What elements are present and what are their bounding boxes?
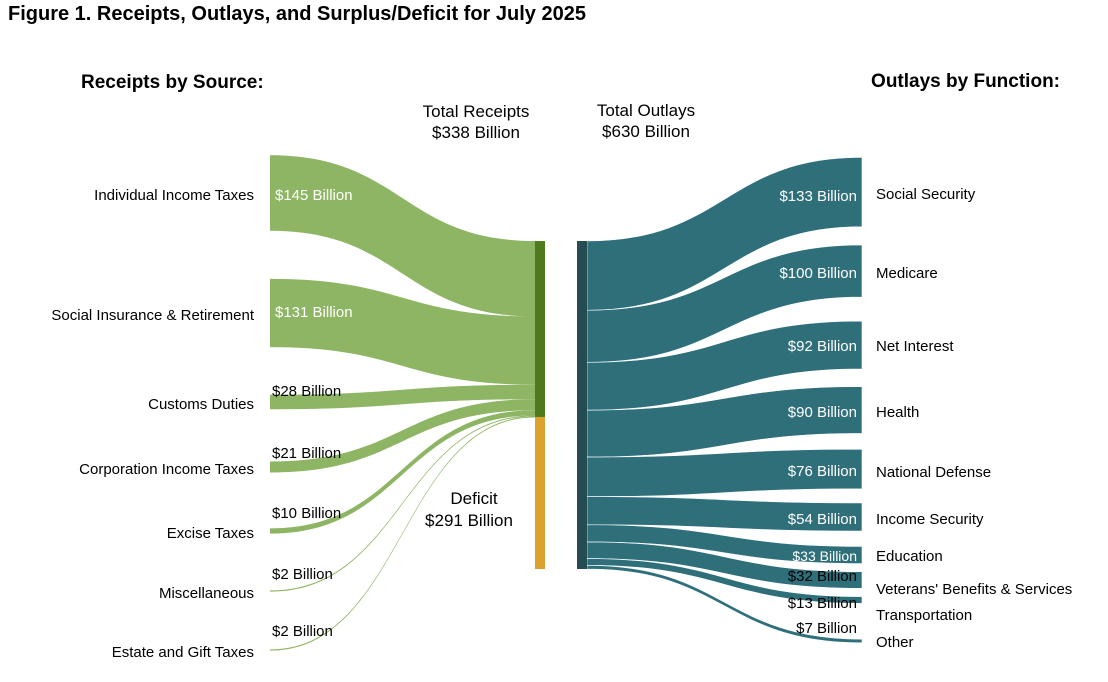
outlay-label-net-interest: Net Interest bbox=[876, 338, 954, 355]
total-outlays-label: Total Outlays bbox=[597, 101, 695, 120]
receipt-value-customs-duties: $28 Billion bbox=[272, 383, 341, 400]
total-receipts-bar bbox=[535, 241, 545, 417]
outlay-label-health: Health bbox=[876, 404, 919, 421]
outlay-label-national-defense: National Defense bbox=[876, 464, 991, 481]
flow-miscellaneous bbox=[270, 415, 535, 592]
receipt-label-estate-and-gift-taxes: Estate and Gift Taxes bbox=[112, 644, 254, 661]
deficit-value: $291 Billion bbox=[425, 511, 513, 530]
receipt-value-estate-and-gift-taxes: $2 Billion bbox=[272, 623, 333, 640]
flow-estate-and-gift-taxes bbox=[270, 416, 535, 651]
flow-income-security bbox=[586, 496, 863, 532]
flow-veterans-benefits-services bbox=[586, 541, 863, 589]
receipt-label-customs-duties: Customs Duties bbox=[148, 396, 254, 413]
outlay-value-transportation: $13 Billion bbox=[788, 595, 857, 612]
outlay-label-veterans-benefits-services: Veterans' Benefits & Services bbox=[876, 581, 1072, 598]
outlay-value-medicare: $100 Billion bbox=[779, 265, 857, 282]
outlay-value-income-security: $54 Billion bbox=[788, 511, 857, 528]
outlay-value-net-interest: $92 Billion bbox=[788, 338, 857, 355]
receipt-value-individual-income-taxes: $145 Billion bbox=[275, 187, 353, 204]
outlay-value-other: $7 Billion bbox=[796, 620, 857, 637]
flow-transportation bbox=[586, 558, 863, 604]
deficit-label: Deficit bbox=[450, 489, 498, 508]
outlay-value-education: $33 Billion bbox=[792, 548, 857, 564]
flow-medicare bbox=[586, 244, 863, 363]
outlay-value-national-defense: $76 Billion bbox=[788, 463, 857, 480]
chart-labels: Individual Income Taxes $145 Billion Socia… bbox=[51, 186, 1072, 661]
flow-education bbox=[586, 524, 863, 564]
outlay-label-education: Education bbox=[876, 548, 943, 565]
outlay-value-veterans-benefits-services: $32 Billion bbox=[788, 568, 857, 585]
total-receipts-value: $338 Billion bbox=[432, 123, 520, 142]
receipt-label-individual-income-taxes: Individual Income Taxes bbox=[94, 187, 254, 204]
flow-excise-taxes bbox=[270, 410, 535, 534]
total-receipts-label: Total Receipts bbox=[423, 102, 530, 121]
total-outlays-value: $630 Billion bbox=[602, 122, 690, 141]
outlays-header: Outlays by Function: bbox=[871, 71, 1060, 92]
total-bars bbox=[535, 241, 587, 569]
flow-health bbox=[586, 386, 863, 458]
outlay-label-medicare: Medicare bbox=[876, 265, 938, 282]
receipt-label-miscellaneous: Miscellaneous bbox=[159, 585, 254, 602]
receipt-flows bbox=[270, 155, 535, 651]
outlay-label-other: Other bbox=[876, 634, 914, 651]
flow-social-security bbox=[586, 157, 863, 311]
outlay-label-transportation: Transportation bbox=[876, 607, 972, 624]
outlay-label-income-security: Income Security bbox=[876, 511, 984, 528]
total-outlays-bar bbox=[577, 241, 587, 569]
receipt-value-corporation-income-taxes: $21 Billion bbox=[272, 445, 341, 462]
outlay-value-health: $90 Billion bbox=[788, 404, 857, 421]
flow-customs-duties bbox=[270, 384, 535, 410]
flow-other bbox=[586, 565, 863, 644]
outlay-flows bbox=[586, 157, 863, 644]
outlay-label-social-security: Social Security bbox=[876, 186, 976, 203]
chart-title: Figure 1. Receipts, Outlays, and Surplus… bbox=[8, 3, 586, 25]
outlay-value-social-security: $133 Billion bbox=[779, 188, 857, 205]
flow-social-insurance-retirement bbox=[270, 278, 535, 385]
receipts-header: Receipts by Source: bbox=[81, 72, 264, 93]
flow-net-interest bbox=[586, 320, 863, 411]
receipt-value-social-insurance-retirement: $131 Billion bbox=[275, 304, 353, 321]
receipt-value-excise-taxes: $10 Billion bbox=[272, 505, 341, 522]
flow-individual-income-taxes bbox=[270, 155, 535, 317]
flow-national-defense bbox=[586, 448, 863, 497]
flow-corporation-income-taxes bbox=[270, 399, 535, 473]
deficit-bar bbox=[535, 416, 545, 569]
receipt-label-corporation-income-taxes: Corporation Income Taxes bbox=[79, 461, 254, 478]
receipt-label-excise-taxes: Excise Taxes bbox=[167, 525, 254, 542]
receipt-label-social-insurance-retirement: Social Insurance & Retirement bbox=[51, 307, 254, 324]
receipt-value-miscellaneous: $2 Billion bbox=[272, 566, 333, 583]
